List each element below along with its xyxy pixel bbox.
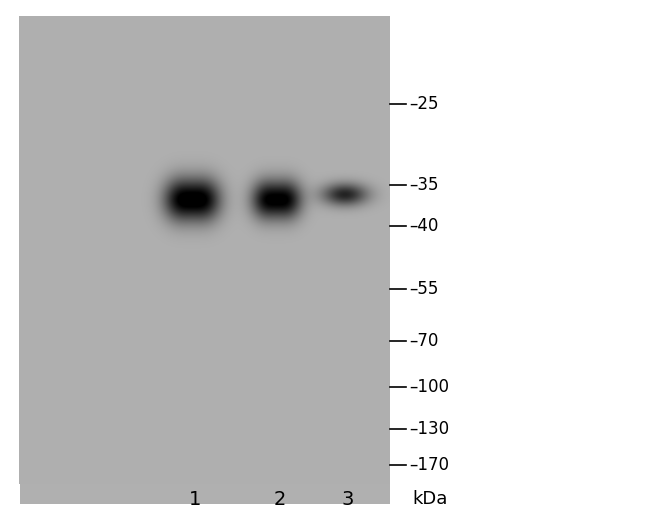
- Text: –170: –170: [410, 457, 450, 474]
- Text: 1: 1: [188, 490, 202, 509]
- Text: –55: –55: [410, 280, 439, 297]
- Text: 3: 3: [341, 490, 354, 509]
- Text: 2: 2: [273, 490, 286, 509]
- Text: –130: –130: [410, 420, 450, 438]
- Text: –25: –25: [410, 95, 439, 113]
- Bar: [20, 36, 390, 504]
- Text: –70: –70: [410, 332, 439, 349]
- Text: –35: –35: [410, 176, 439, 193]
- Text: kDa: kDa: [413, 490, 448, 508]
- Text: –40: –40: [410, 217, 439, 235]
- Text: –100: –100: [410, 379, 450, 396]
